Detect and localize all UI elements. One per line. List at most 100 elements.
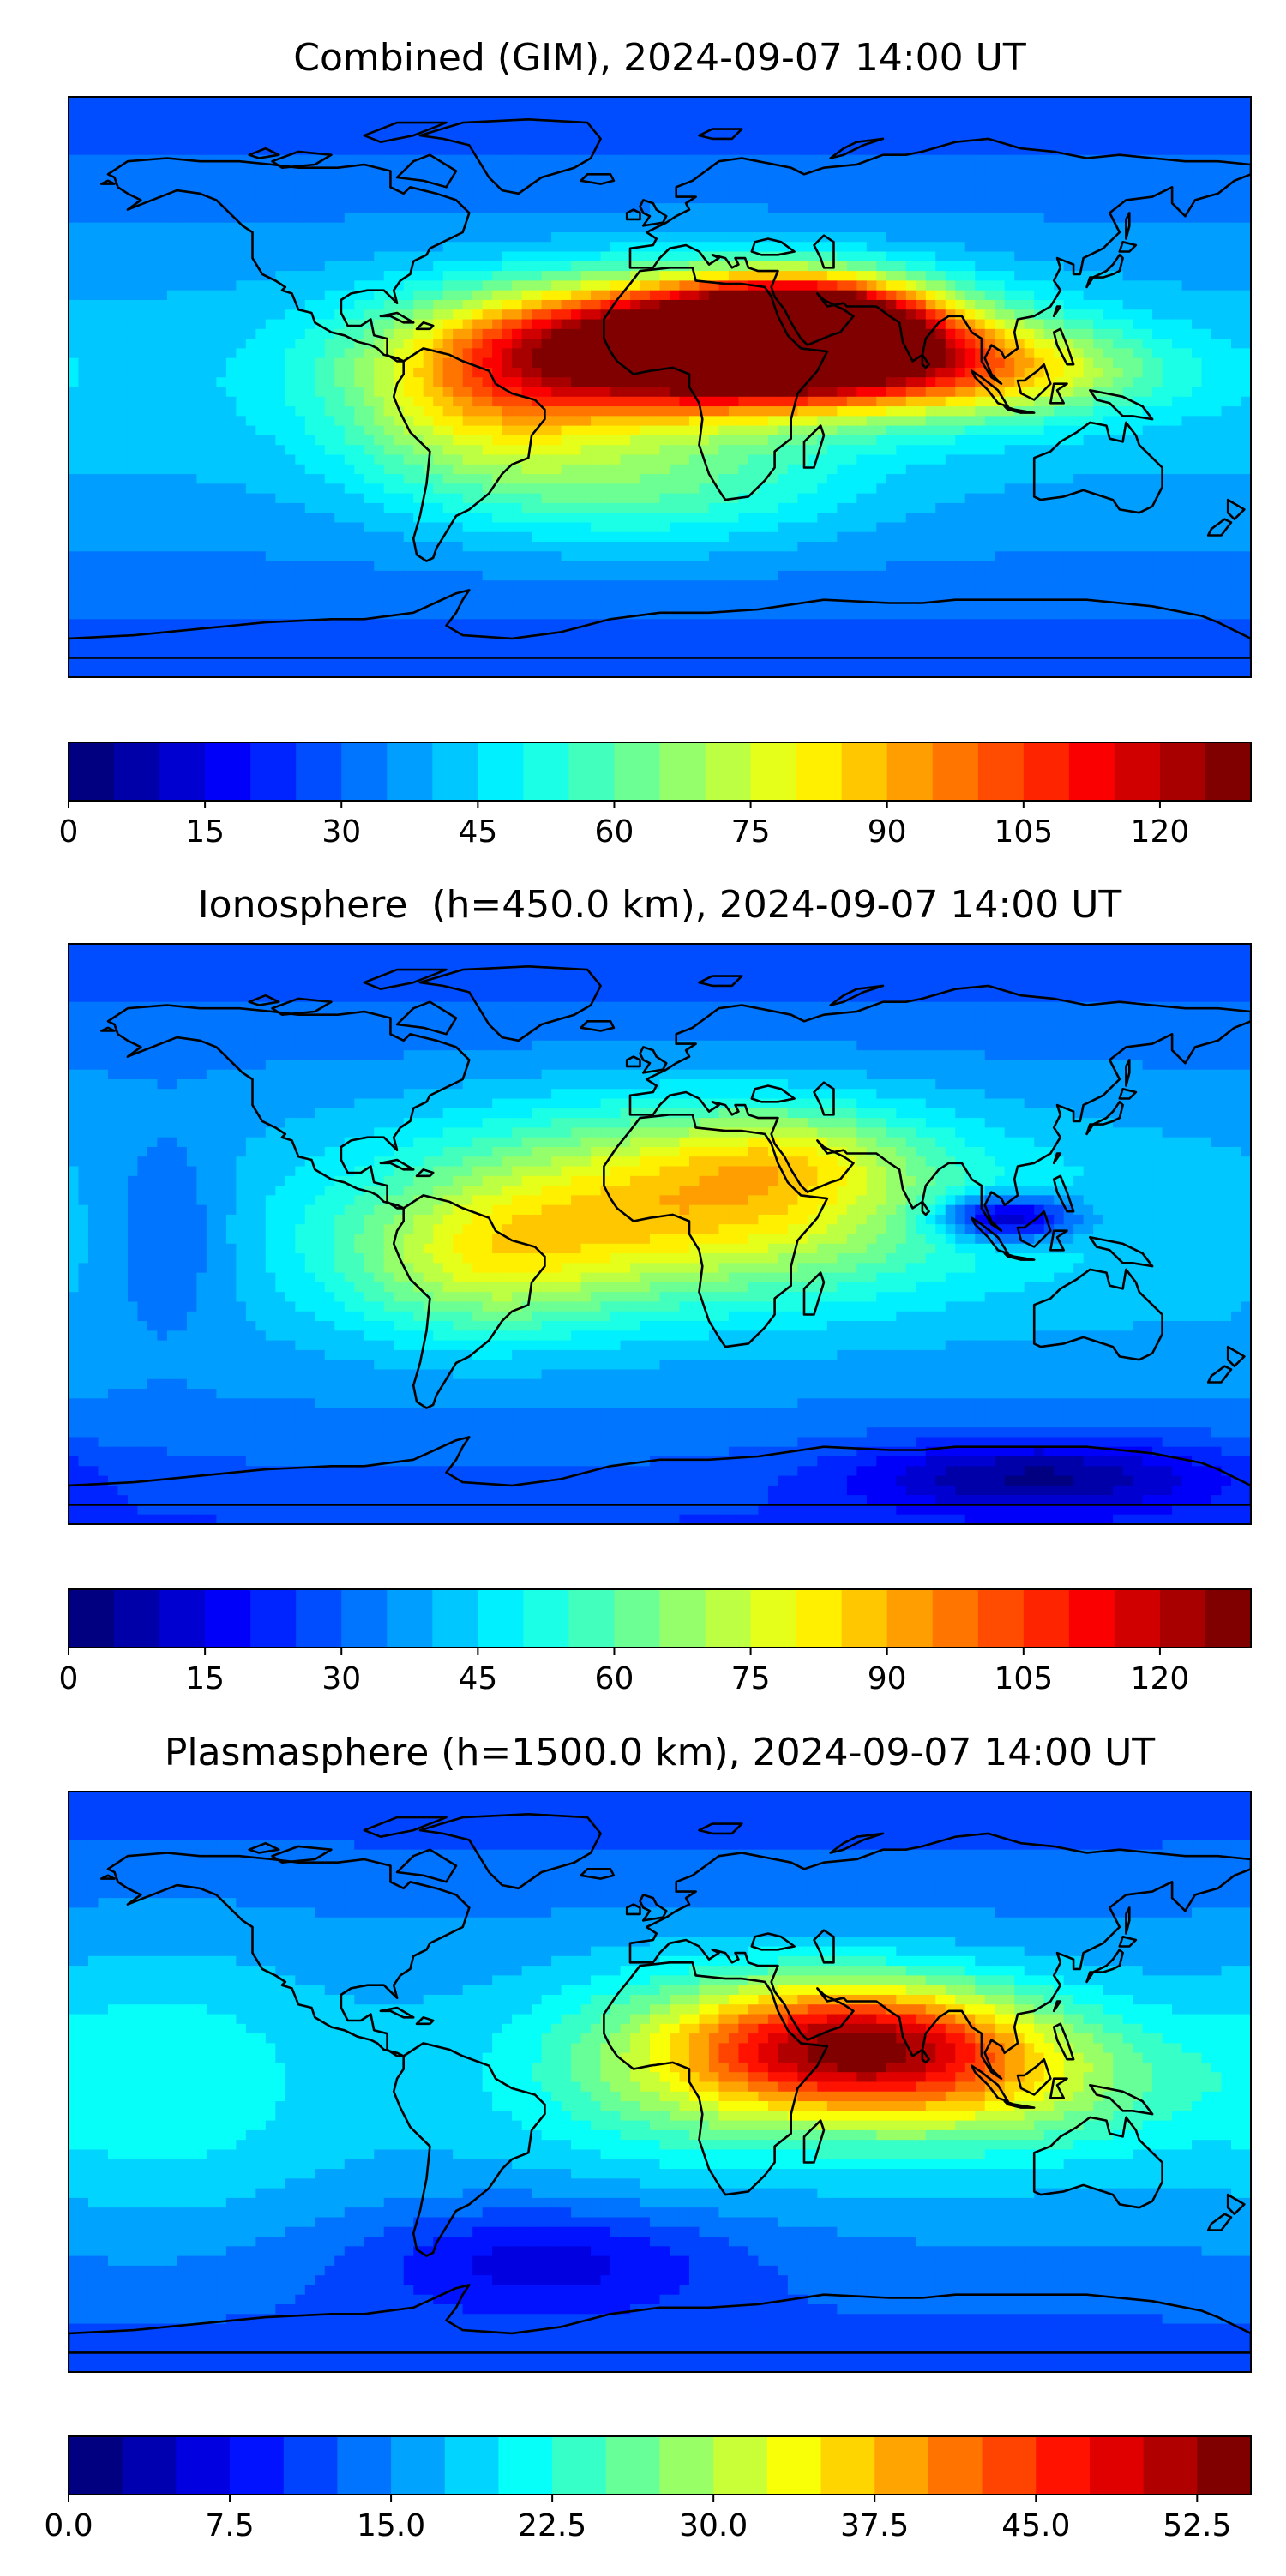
- heatmap-cell: [442, 174, 454, 185]
- heatmap-cell: [403, 193, 414, 204]
- heatmap-cell: [591, 299, 602, 310]
- heatmap-cell: [1113, 474, 1124, 484]
- heatmap-cell: [512, 425, 523, 436]
- heatmap-cell: [758, 154, 769, 165]
- heatmap-cell: [304, 309, 315, 321]
- heatmap-cell: [245, 425, 256, 436]
- heatmap-cell: [640, 464, 651, 475]
- heatmap-cell: [69, 135, 80, 147]
- heatmap-cell: [797, 164, 808, 175]
- heatmap-cell: [935, 319, 946, 330]
- heatmap-cell: [1133, 309, 1144, 321]
- heatmap-cell: [561, 222, 572, 233]
- heatmap-cell: [708, 97, 720, 107]
- heatmap-cell: [1073, 154, 1085, 165]
- heatmap-cell: [541, 483, 552, 495]
- heatmap-cell: [620, 213, 631, 224]
- heatmap-cell: [157, 222, 168, 233]
- heatmap-cell: [1181, 135, 1193, 147]
- heatmap-cell: [758, 319, 769, 330]
- heatmap-cell: [285, 271, 296, 281]
- heatmap-cell: [699, 493, 710, 504]
- heatmap-cell: [975, 290, 986, 301]
- heatmap-cell: [984, 97, 995, 107]
- heatmap-cell: [1014, 174, 1025, 185]
- heatmap-cell: [166, 213, 178, 224]
- heatmap-cell: [659, 483, 670, 495]
- heatmap-cell: [137, 299, 148, 310]
- heatmap-cell: [315, 474, 326, 484]
- heatmap-cell: [1054, 416, 1065, 427]
- heatmap-cell: [886, 319, 897, 330]
- heatmap-cell: [275, 251, 286, 262]
- heatmap-cell: [807, 474, 818, 484]
- heatmap-cell: [1043, 106, 1055, 117]
- heatmap-cell: [117, 435, 129, 446]
- heatmap-cell: [433, 203, 444, 213]
- heatmap-cell: [640, 280, 651, 291]
- heatmap-cell: [817, 483, 828, 495]
- heatmap-cell: [1093, 183, 1104, 195]
- heatmap-cell: [1122, 416, 1133, 427]
- heatmap-cell: [630, 445, 641, 456]
- heatmap-cell: [502, 183, 513, 195]
- heatmap-cell: [797, 125, 808, 136]
- heatmap-cell: [995, 319, 1006, 330]
- heatmap-cell: [1172, 271, 1183, 281]
- heatmap-cell: [541, 367, 552, 378]
- heatmap-cell: [591, 203, 602, 213]
- heatmap-cell: [433, 164, 444, 175]
- heatmap-cell: [216, 299, 227, 310]
- heatmap-cell: [846, 299, 857, 310]
- heatmap-cell: [984, 464, 995, 475]
- heatmap-cell: [186, 319, 197, 330]
- heatmap-cell: [708, 377, 720, 388]
- heatmap-cell: [561, 154, 572, 165]
- heatmap-cell: [688, 242, 700, 253]
- heatmap-cell: [275, 299, 286, 310]
- heatmap-cell: [925, 125, 936, 136]
- heatmap-cell: [699, 231, 710, 243]
- heatmap-cell: [856, 464, 868, 475]
- heatmap-cell: [383, 435, 394, 446]
- heatmap-cell: [394, 97, 405, 107]
- heatmap-cell: [423, 116, 434, 127]
- heatmap-cell: [295, 251, 306, 262]
- heatmap-cell: [492, 97, 503, 107]
- heatmap-cell: [137, 319, 148, 330]
- heatmap-cell: [984, 193, 995, 204]
- heatmap-cell: [304, 213, 315, 224]
- heatmap-cell: [916, 271, 927, 281]
- heatmap-cell: [374, 357, 385, 369]
- heatmap-cell: [1113, 116, 1124, 127]
- heatmap-cell: [984, 328, 995, 339]
- heatmap-cell: [462, 425, 473, 436]
- heatmap-cell: [620, 271, 631, 281]
- heatmap-cell: [610, 396, 622, 407]
- heatmap-cell: [630, 493, 641, 504]
- heatmap-cell: [886, 445, 897, 456]
- heatmap-cell: [78, 251, 89, 262]
- heatmap-cell: [472, 387, 484, 398]
- heatmap-cell: [433, 387, 444, 398]
- heatmap-cell: [216, 280, 227, 291]
- heatmap-cell: [1063, 319, 1074, 330]
- heatmap-cell: [866, 193, 877, 204]
- heatmap-cell: [1231, 213, 1242, 224]
- heatmap-cell: [1181, 474, 1193, 484]
- heatmap-cell: [995, 416, 1006, 427]
- heatmap-cell: [502, 445, 513, 456]
- heatmap-cell: [837, 483, 848, 495]
- heatmap-cell: [492, 154, 503, 165]
- heatmap-cell: [1192, 154, 1203, 165]
- heatmap-cell: [78, 125, 89, 136]
- heatmap-cell: [502, 339, 513, 349]
- heatmap-cell: [532, 445, 543, 456]
- heatmap-cell: [1103, 222, 1114, 233]
- heatmap-cell: [1014, 348, 1025, 359]
- heatmap-cell: [275, 435, 286, 446]
- heatmap-cell: [767, 154, 778, 165]
- heatmap-cell: [117, 106, 129, 117]
- heatmap-cell: [413, 367, 424, 378]
